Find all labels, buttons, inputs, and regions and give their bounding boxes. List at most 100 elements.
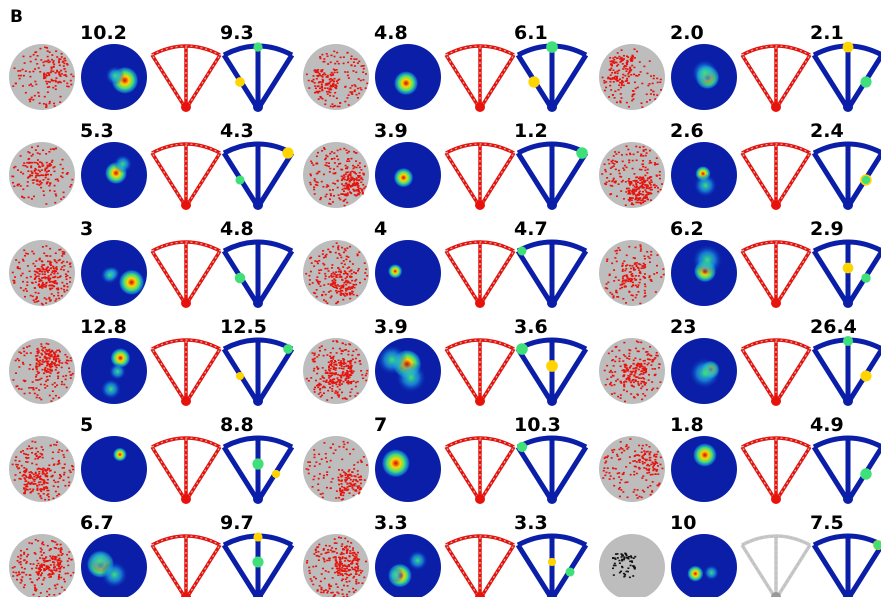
- spike-dot: [646, 168, 649, 171]
- spike-dot: [625, 380, 628, 383]
- spike-dot: [602, 477, 605, 479]
- spike-dot: [646, 450, 649, 453]
- spike-dot: [60, 287, 63, 290]
- spike-dot: [342, 190, 345, 192]
- maze-field: [516, 441, 528, 453]
- spike-dot: [346, 184, 349, 186]
- spike-dot: [355, 490, 358, 492]
- spike-dot: [646, 486, 649, 489]
- spike-dot: [332, 275, 335, 278]
- spike-dot: [51, 474, 54, 477]
- spike-dot: [657, 187, 660, 189]
- spike-dot: [323, 377, 326, 379]
- spike-dot: [622, 73, 625, 76]
- spike-dot: [619, 365, 622, 368]
- spike-dot: [14, 459, 17, 462]
- spike-dot: [628, 456, 631, 458]
- spike-dot: [349, 288, 352, 290]
- spike-dot: [331, 385, 334, 387]
- spike-dot: [353, 184, 356, 187]
- spike-dot: [621, 558, 624, 561]
- spike-dot: [58, 449, 61, 451]
- spike-dot: [353, 150, 356, 153]
- maze-start: [771, 200, 781, 210]
- spike-dot: [343, 184, 346, 187]
- spike-dot: [326, 460, 329, 463]
- spike-dot: [38, 483, 41, 486]
- spike-dot: [325, 154, 328, 157]
- spike-dot: [321, 394, 324, 397]
- spike-dot: [44, 387, 47, 389]
- spike-dot: [633, 48, 636, 51]
- spike-dot: [362, 173, 365, 176]
- spike-dot: [340, 256, 343, 259]
- spike-dot: [346, 160, 349, 162]
- spike-dot: [334, 390, 337, 392]
- spike-dot: [622, 81, 625, 83]
- spike-dot: [28, 542, 31, 544]
- spike-dot: [23, 162, 26, 164]
- spike-dot: [637, 275, 640, 277]
- spike-dot: [646, 191, 649, 194]
- spike-dot: [45, 284, 48, 287]
- spike-dot: [642, 180, 645, 183]
- spike-dot: [324, 256, 327, 258]
- spike-dot: [49, 365, 52, 368]
- spike-dot: [626, 63, 629, 66]
- spike-dot: [70, 359, 73, 362]
- spike-dot: [610, 89, 613, 91]
- spike-dot: [36, 394, 39, 396]
- spike-dot: [639, 263, 642, 266]
- maze-field: [253, 532, 263, 542]
- spike-dot: [14, 372, 17, 374]
- spike-dot: [51, 270, 54, 272]
- spike-dot: [341, 350, 344, 353]
- spike-dot: [334, 571, 337, 574]
- spike-dot: [651, 359, 654, 361]
- spike-dot: [43, 480, 46, 482]
- spike-dot: [347, 474, 350, 476]
- spike-dot: [633, 455, 636, 458]
- spike-dot: [638, 190, 641, 193]
- spike-dot: [624, 285, 627, 287]
- spike-dot: [628, 245, 631, 248]
- spike-dot: [29, 563, 32, 565]
- spike-dot: [337, 246, 340, 249]
- spike-dot: [341, 567, 344, 569]
- spike-dot: [341, 562, 344, 565]
- spike-dot: [633, 186, 636, 188]
- spike-dot: [36, 350, 39, 353]
- maze-start: [181, 494, 191, 504]
- spike-dot: [322, 262, 325, 265]
- spike-dot: [620, 81, 623, 83]
- spike-dot: [28, 84, 31, 87]
- spike-dot: [621, 63, 624, 65]
- spike-dot: [657, 465, 660, 467]
- spike-dot: [331, 279, 334, 282]
- spike-dot: [629, 153, 632, 156]
- spike-dot: [313, 391, 316, 393]
- spike-dot: [630, 560, 633, 562]
- spike-dot: [346, 74, 349, 77]
- spike-dot: [45, 485, 48, 488]
- spike-dot: [25, 461, 28, 463]
- spike-dot: [655, 264, 658, 267]
- spike-dot: [330, 361, 333, 363]
- spike-dot: [619, 441, 622, 443]
- spike-dot: [640, 382, 643, 385]
- spike-dot: [611, 71, 614, 74]
- spike-dot: [23, 392, 26, 395]
- spike-dot: [37, 67, 40, 69]
- spike-dot: [40, 59, 43, 61]
- spike-dot: [339, 561, 342, 564]
- spike-dot: [344, 537, 347, 540]
- spike-dot: [627, 56, 630, 58]
- spike-dot: [70, 73, 73, 76]
- spike-dot: [636, 86, 639, 89]
- open-field-peak-rate: 3.9: [374, 120, 408, 142]
- spike-dot: [313, 360, 316, 363]
- spike-dot: [58, 64, 61, 67]
- spike-dot: [613, 269, 616, 271]
- spike-dot: [24, 254, 27, 257]
- spike-dot: [38, 476, 41, 479]
